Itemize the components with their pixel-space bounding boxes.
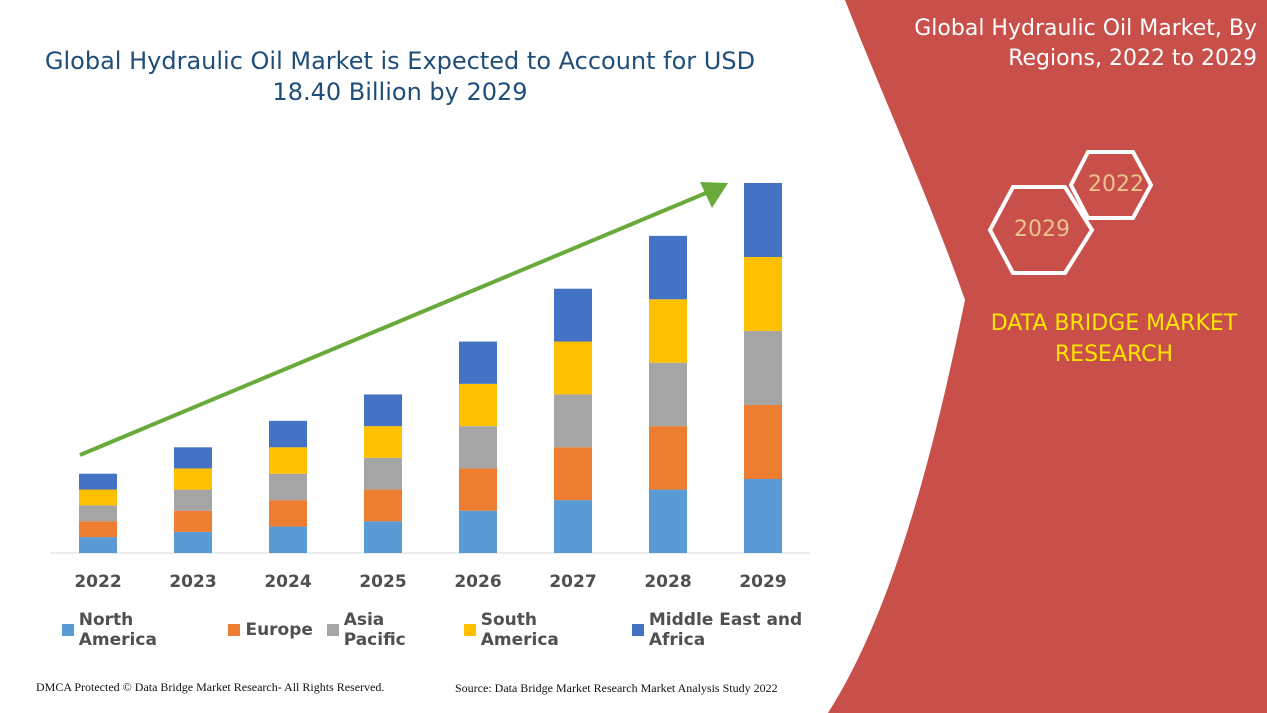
- dmca-notice: DMCA Protected © Data Bridge Market Rese…: [36, 680, 385, 694]
- trend-arrowhead-icon: [700, 182, 728, 208]
- chart-title: Global Hydraulic Oil Market is Expected …: [44, 47, 756, 106]
- legend-item: Middle East and Africa: [632, 610, 860, 650]
- stacked-bar-chart: 2022 2023 2024 2025 2026 2027 2028 2029: [50, 182, 810, 592]
- bar-2025-europe: [364, 489, 402, 522]
- x-tick-label: 2029: [739, 572, 786, 592]
- bar-2023-north-america: [174, 531, 212, 553]
- bar-2023-asia-pacific: [174, 489, 212, 511]
- bar-2025-asia-pacific: [364, 457, 402, 490]
- bar-2028-asia-pacific: [649, 362, 687, 427]
- x-tick-label: 2023: [169, 572, 216, 592]
- hexagon-2022: [1068, 150, 1154, 220]
- chart-legend: North America Europe Asia Pacific South Ame…: [62, 610, 860, 650]
- legend-label: Middle East and Africa: [648, 610, 803, 650]
- bar-2022-asia-pacific: [79, 505, 117, 522]
- legend-item: South America: [463, 610, 618, 650]
- bar-2026-south-america: [459, 383, 497, 427]
- bar-2027-north-america: [554, 500, 592, 553]
- bar-2022-north-america: [79, 537, 117, 553]
- x-tick-label: 2028: [644, 572, 691, 592]
- chart-panel: 2022 2023 2024 2025 2026 2027 2028 2029 Global …: [36, 47, 860, 695]
- bar-2022-middle-east-and-africa: [79, 473, 117, 490]
- side-title: Global Hydraulic Oil Market, By Regions,…: [914, 16, 1257, 71]
- legend-label: North America: [78, 610, 157, 650]
- legend-label: Europe: [245, 620, 313, 640]
- bar-2024-middle-east-and-africa: [269, 420, 307, 448]
- bar-2027-asia-pacific: [554, 394, 592, 448]
- legend-item: Asia Pacific: [326, 610, 450, 650]
- legend-swatch: [632, 624, 644, 636]
- x-tick-label: 2024: [264, 572, 311, 592]
- bar-2027-middle-east-and-africa: [554, 288, 592, 342]
- legend-label: South America: [480, 610, 559, 650]
- x-tick-label: 2022: [74, 572, 121, 592]
- legend-swatch: [463, 624, 476, 636]
- bar-2025-south-america: [364, 426, 402, 458]
- brand-name: DATA BRIDGE MARKET RESEARCH: [990, 311, 1238, 367]
- bar-2029-europe: [744, 405, 782, 479]
- x-tick-label: 2027: [549, 572, 596, 592]
- source-note: Source: Data Bridge Market Research Mark…: [455, 681, 778, 695]
- bar-2028-europe: [649, 426, 687, 490]
- trend-arrow-line: [79, 191, 707, 457]
- bar-2023-south-america: [174, 468, 212, 490]
- bar-2028-north-america: [649, 489, 687, 553]
- bar-2027-europe: [554, 447, 592, 501]
- bar-2026-middle-east-and-africa: [459, 341, 497, 384]
- hexagon-2029: [987, 185, 1095, 275]
- bar-2026-north-america: [459, 510, 497, 553]
- x-tick-label: 2025: [359, 572, 406, 592]
- red-panel-shape: [828, 0, 1267, 713]
- bar-2029-middle-east-and-africa: [744, 183, 782, 257]
- legend-swatch: [62, 624, 74, 636]
- legend-swatch: [326, 624, 339, 636]
- bar-2023-middle-east-and-africa: [174, 447, 212, 469]
- bar-2023-europe: [174, 510, 212, 532]
- legend-swatch: [228, 624, 241, 636]
- bar-2029-asia-pacific: [744, 331, 782, 405]
- hex-label-2029: 2029: [1014, 217, 1070, 242]
- bar-2029-north-america: [744, 479, 782, 553]
- bar-2029-south-america: [744, 257, 782, 331]
- bar-2027-south-america: [554, 341, 592, 395]
- bar-2026-asia-pacific: [459, 426, 497, 469]
- hex-label-2022: 2022: [1088, 172, 1144, 197]
- bar-2024-asia-pacific: [269, 473, 307, 501]
- x-tick-label: 2026: [454, 572, 501, 592]
- bar-2025-north-america: [364, 521, 402, 553]
- bar-2022-south-america: [79, 489, 117, 506]
- bar-2024-south-america: [269, 447, 307, 474]
- bar-2024-europe: [269, 500, 307, 527]
- bar-2026-europe: [459, 468, 497, 511]
- bar-2024-north-america: [269, 526, 307, 553]
- bar-2028-south-america: [649, 299, 687, 363]
- bar-2025-middle-east-and-africa: [364, 394, 402, 427]
- legend-item: North America: [62, 610, 214, 650]
- bar-2028-middle-east-and-africa: [649, 235, 687, 300]
- legend-label: Asia Pacific: [343, 610, 406, 650]
- legend-item: Europe: [228, 610, 313, 650]
- bar-2022-europe: [79, 521, 117, 538]
